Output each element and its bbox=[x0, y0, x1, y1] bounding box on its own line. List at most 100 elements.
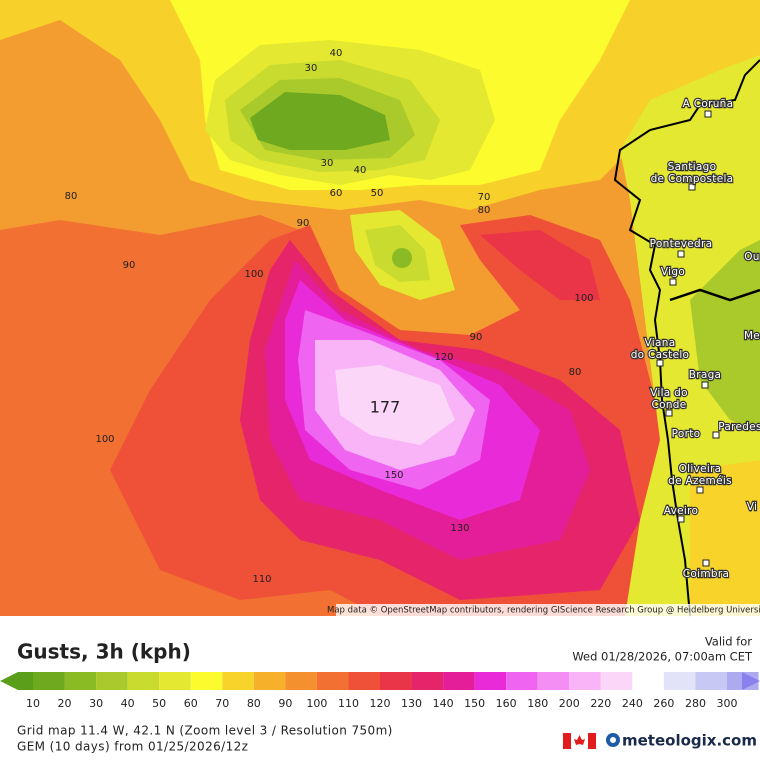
city-label: Oliveira bbox=[679, 463, 722, 475]
city-marker bbox=[696, 486, 704, 494]
city-label: Vigo bbox=[661, 266, 685, 278]
legend-label: 90 bbox=[278, 697, 292, 710]
legend-label: 150 bbox=[464, 697, 485, 710]
flag-leaf bbox=[574, 735, 585, 745]
blob-110 bbox=[480, 230, 600, 300]
legend-swatch bbox=[474, 672, 507, 690]
legend-label: 260 bbox=[653, 697, 674, 710]
city-marker bbox=[702, 559, 710, 567]
contour-label: 70 bbox=[478, 192, 491, 203]
zone-170 bbox=[335, 365, 455, 445]
legend-swatch bbox=[695, 672, 727, 690]
legend-label: 240 bbox=[622, 697, 643, 710]
zone-20 bbox=[250, 92, 390, 150]
contour-label: 100 bbox=[244, 269, 263, 280]
city-label: Pontevedra bbox=[650, 238, 713, 250]
city-marker bbox=[665, 409, 673, 417]
contour-label: 60 bbox=[330, 188, 343, 199]
legend-label: 110 bbox=[338, 697, 359, 710]
legend-swatch bbox=[663, 672, 696, 690]
info-line: GEM (10 days) from 01/25/2026/12z bbox=[17, 740, 248, 754]
attribution: Map data © OpenStreetMap contributors, r… bbox=[327, 606, 760, 616]
contour-label: 177 bbox=[370, 398, 401, 417]
legend-label: 130 bbox=[401, 697, 422, 710]
city-label: Coimbra bbox=[683, 568, 729, 580]
contour-label: 100 bbox=[574, 293, 593, 304]
city-marker bbox=[701, 381, 709, 389]
attribution-box bbox=[336, 604, 760, 616]
city-label: de Azeméis bbox=[668, 475, 732, 487]
legend-swatch bbox=[222, 672, 254, 690]
legend-label: 100 bbox=[306, 697, 327, 710]
city-label: Me bbox=[744, 330, 760, 342]
city-marker bbox=[656, 359, 664, 367]
flag bbox=[563, 733, 596, 749]
legend-label: 300 bbox=[717, 697, 738, 710]
border bbox=[669, 288, 760, 302]
legend-label: 180 bbox=[527, 697, 548, 710]
legend-swatch bbox=[253, 672, 286, 690]
city-marker bbox=[688, 183, 696, 191]
legend-swatch bbox=[285, 672, 317, 690]
legend-label: 30 bbox=[89, 697, 103, 710]
city-label: Aveiro bbox=[664, 505, 698, 517]
city-label: Porto bbox=[672, 428, 701, 440]
city-marker bbox=[677, 515, 685, 523]
info-line: Grid map 11.4 W, 42.1 N (Zoom level 3 / … bbox=[17, 724, 393, 738]
logo-icon bbox=[610, 737, 616, 743]
legend-swatch bbox=[159, 672, 191, 690]
legend-swatch bbox=[537, 672, 570, 690]
legend-swatch bbox=[127, 672, 160, 690]
legend-arrow bbox=[0, 672, 18, 690]
coastline bbox=[613, 59, 760, 617]
legend-label: 70 bbox=[215, 697, 229, 710]
city-label: Braga bbox=[689, 369, 722, 381]
legend-swatch bbox=[190, 672, 223, 690]
legend-swatch bbox=[506, 672, 538, 690]
contour-label: 30 bbox=[321, 158, 334, 169]
legend-swatch bbox=[316, 672, 349, 690]
city-label: Viana bbox=[645, 337, 676, 349]
legend-label: 20 bbox=[58, 697, 72, 710]
legend-swatch bbox=[18, 672, 33, 690]
city-marker bbox=[712, 431, 720, 439]
legend-label: 80 bbox=[247, 697, 261, 710]
legend-label: 10 bbox=[26, 697, 40, 710]
contour-label: 80 bbox=[478, 205, 491, 216]
legend-swatch bbox=[411, 672, 444, 690]
legend-label: 50 bbox=[152, 697, 166, 710]
legend-swatch bbox=[96, 672, 128, 690]
contour-label: 30 bbox=[305, 63, 318, 74]
flag-bar bbox=[588, 733, 596, 749]
contour-label: 90 bbox=[297, 218, 310, 229]
legend-label: 40 bbox=[121, 697, 135, 710]
map: 40 30 30 40 60 50 70 80 80 90 90 100 100 90 120 80 177 10… bbox=[0, 0, 760, 617]
contour-label: 130 bbox=[450, 523, 469, 534]
contour-label: 80 bbox=[569, 367, 582, 378]
valid-time: Wed 01/28/2026, 07:00am CET bbox=[572, 650, 753, 664]
contour-label: 110 bbox=[252, 574, 271, 585]
city-label: Santiago bbox=[668, 161, 717, 173]
legend-arrow bbox=[742, 672, 760, 690]
legend-label: 220 bbox=[590, 697, 611, 710]
legend-swatch bbox=[348, 672, 380, 690]
city-label: Paredes bbox=[718, 421, 760, 433]
blob-30 bbox=[392, 248, 412, 268]
flag-bar bbox=[563, 733, 571, 749]
land-south bbox=[690, 460, 760, 616]
city-label: Conde bbox=[651, 399, 686, 411]
legend-swatch bbox=[443, 672, 475, 690]
legend-label: 140 bbox=[433, 697, 454, 710]
legend-label: 160 bbox=[496, 697, 517, 710]
city-label: A Coruña bbox=[683, 98, 734, 110]
contour-label: 90 bbox=[470, 332, 483, 343]
city-marker bbox=[677, 250, 685, 258]
contour-label: 40 bbox=[354, 165, 367, 176]
legend-label: 200 bbox=[559, 697, 580, 710]
legend-swatch bbox=[569, 672, 601, 690]
legend-swatch bbox=[600, 672, 633, 690]
contour-label: 120 bbox=[434, 352, 453, 363]
city-label: do Castelo bbox=[631, 349, 690, 361]
contour-label: 50 bbox=[371, 188, 384, 199]
